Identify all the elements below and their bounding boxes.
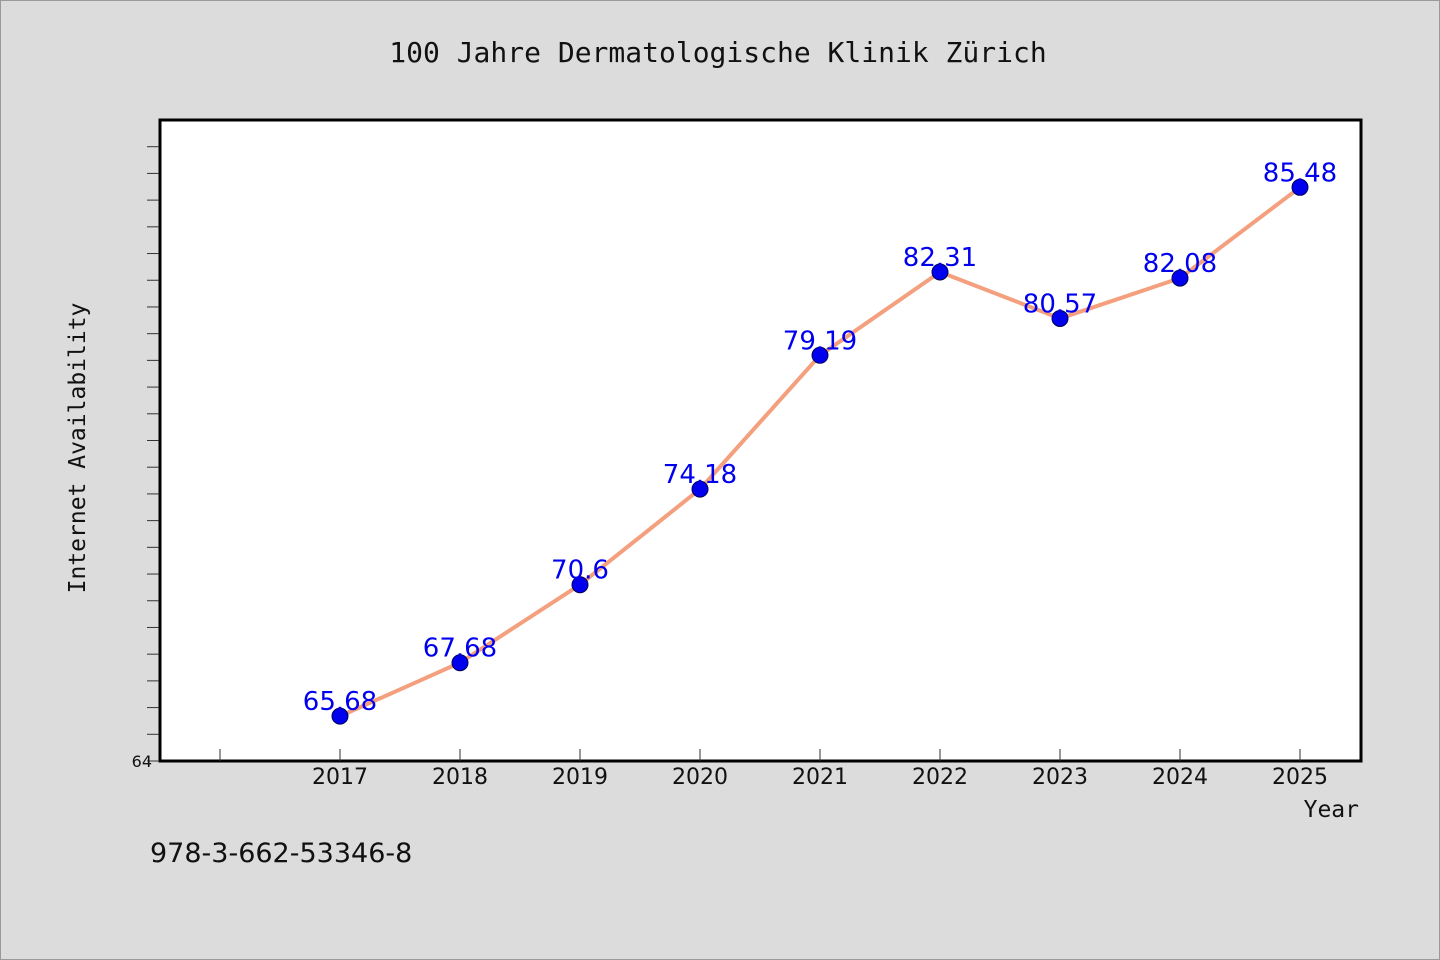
data-point — [451, 654, 469, 672]
x-tick-label: 2019 — [552, 765, 608, 790]
x-tick-label: 2018 — [432, 765, 488, 790]
data-point — [691, 480, 709, 498]
data-label: 80.57 — [1023, 289, 1097, 319]
y-axis-title: Internet Availability — [65, 303, 91, 594]
plot-area — [158, 118, 1363, 763]
data-point — [931, 263, 949, 281]
data-point — [1051, 309, 1069, 327]
x-tick-label: 2017 — [312, 765, 368, 790]
x-tick-label: 2020 — [672, 765, 728, 790]
data-point — [1171, 269, 1189, 287]
data-labels: 65.68 67.68 70.6 74.18 79.19 82.31 80.57 82.08 8… — [303, 158, 1337, 717]
data-label: 67.68 — [423, 634, 497, 664]
x-axis: 2017 2018 2019 2020 2021 2022 2023 2024 2025 — [219, 749, 1328, 790]
data-point — [811, 346, 829, 364]
data-point — [571, 576, 589, 594]
data-label: 74.18 — [663, 460, 737, 490]
x-axis-title: Year — [1304, 797, 1359, 823]
y-axis: 64 — [132, 146, 159, 771]
data-label: 82.31 — [903, 243, 977, 273]
footnote-isbn: 978-3-662-53346-8 — [150, 838, 412, 869]
data-label: 65.68 — [303, 687, 377, 717]
x-tick-label: 2024 — [1152, 765, 1208, 790]
data-label: 85.48 — [1263, 158, 1337, 188]
y-tick-label: 64 — [132, 752, 152, 771]
x-tick-label: 2023 — [1032, 765, 1088, 790]
data-label: 79.19 — [783, 326, 857, 356]
data-point — [331, 707, 349, 725]
data-series — [331, 178, 1309, 725]
x-tick-label: 2021 — [792, 765, 848, 790]
chart-title: 100 Jahre Dermatologische Klinik Zürich — [389, 36, 1046, 69]
x-tick-label: 2025 — [1272, 765, 1328, 790]
data-label: 82.08 — [1143, 249, 1217, 279]
data-point — [1291, 178, 1309, 196]
data-label: 70.6 — [551, 556, 609, 586]
x-tick-label: 2022 — [912, 765, 968, 790]
